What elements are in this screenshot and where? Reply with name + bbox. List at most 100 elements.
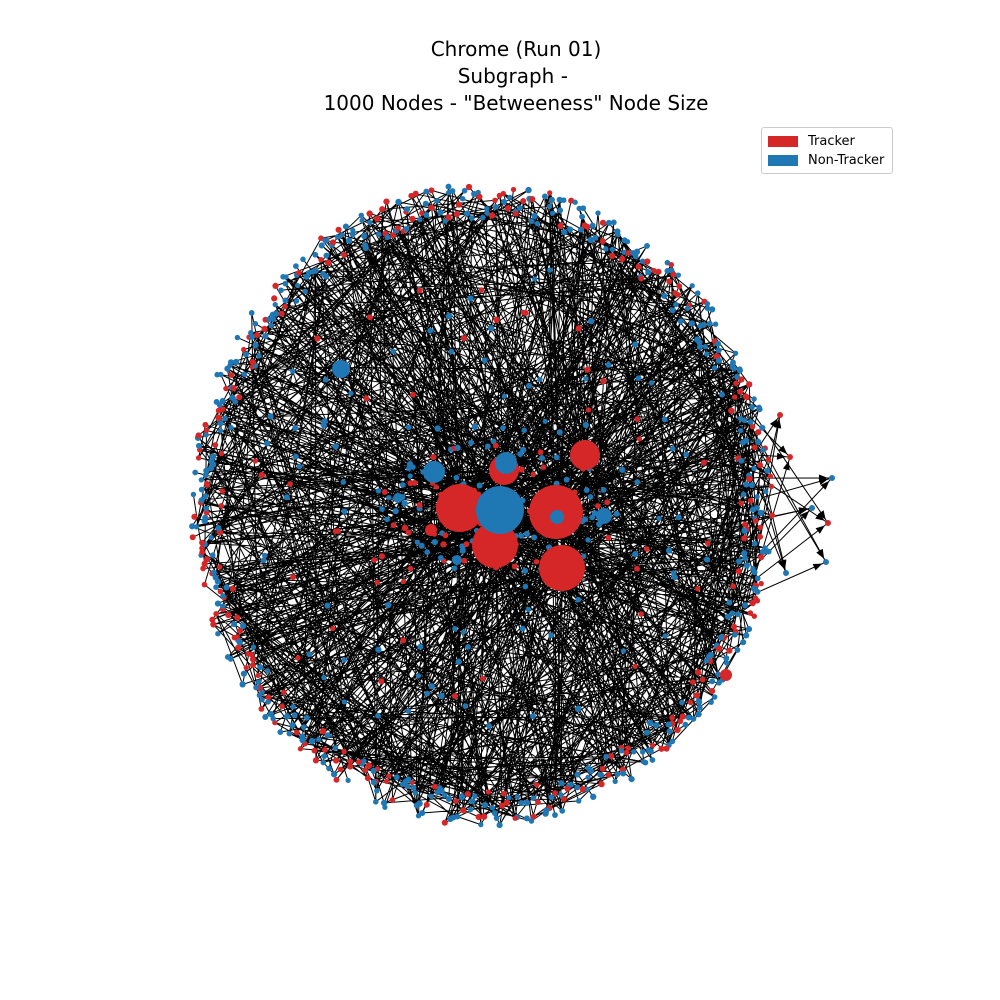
- graph-node: [733, 380, 739, 387]
- graph-node: [191, 513, 198, 520]
- graph-node: [451, 565, 458, 572]
- graph-node: [220, 603, 226, 609]
- graph-node: [424, 549, 431, 555]
- graph-node: [485, 789, 492, 795]
- graph-node: [574, 784, 581, 791]
- graph-node: [332, 745, 339, 751]
- graph-node: [715, 645, 723, 652]
- graph-node: [500, 190, 506, 197]
- graph-node: [245, 651, 251, 657]
- graph-node: [282, 280, 289, 287]
- graph-node: [709, 306, 716, 313]
- graph-node: [747, 610, 754, 616]
- graph-node: [677, 318, 684, 325]
- graph-node: [202, 514, 209, 522]
- graph-node: [216, 564, 223, 570]
- graph-node: [468, 806, 474, 813]
- graph-node: [644, 258, 651, 265]
- graph-node: [463, 210, 471, 217]
- graph-node: [268, 322, 274, 329]
- graph-node: [267, 710, 275, 718]
- graph-node: [724, 660, 730, 666]
- graph-node: [603, 246, 609, 252]
- graph-node: [219, 488, 226, 494]
- graph-node: [400, 637, 407, 644]
- graph-node: [423, 188, 430, 195]
- graph-node: [379, 506, 385, 512]
- graph-node: [373, 799, 379, 805]
- graph-node: [393, 774, 400, 781]
- graph-node: [623, 749, 630, 756]
- graph-node: [595, 503, 601, 509]
- graph-node: [534, 782, 540, 788]
- graph-node: [218, 371, 224, 378]
- graph-node: [605, 534, 612, 541]
- edge-arrowhead: [779, 559, 786, 570]
- graph-node: [203, 505, 210, 512]
- graph-node: [419, 210, 425, 216]
- graph-node: [413, 802, 420, 809]
- graph-node: [690, 716, 697, 722]
- graph-node: [217, 428, 224, 434]
- graph-node: [292, 425, 299, 432]
- graph-node: [300, 256, 306, 263]
- graph-node: [434, 789, 441, 796]
- graph-node: [696, 699, 703, 705]
- graph-node: [302, 288, 308, 295]
- graph-node: [604, 499, 611, 506]
- graph-node: [215, 525, 222, 531]
- graph-node: [541, 193, 548, 200]
- graph-node: [342, 223, 349, 230]
- graph-node: [300, 724, 307, 730]
- graph-node: [600, 378, 607, 385]
- hub-node-tracker: [436, 484, 484, 532]
- graph-node: [213, 398, 220, 405]
- graph-node: [749, 506, 757, 513]
- graph-node: [603, 754, 609, 760]
- graph-node: [689, 283, 695, 289]
- graph-node: [704, 305, 711, 312]
- graph-node: [255, 679, 262, 685]
- graph-node: [743, 481, 750, 488]
- graph-node: [590, 793, 597, 800]
- graph-node: [203, 467, 210, 474]
- graph-node: [339, 232, 345, 238]
- graph-node: [452, 625, 458, 632]
- graph-node: [386, 773, 392, 779]
- graph-node: [535, 799, 541, 806]
- edge-arrowhead: [817, 510, 826, 520]
- graph-node: [706, 653, 712, 660]
- graph-node: [736, 558, 743, 565]
- graph-node: [220, 406, 226, 412]
- graph-node: [599, 219, 607, 226]
- graph-node: [514, 794, 521, 800]
- graph-node: [440, 541, 447, 548]
- title-line-3: 1000 Nodes - "Betweeness" Node Size: [323, 91, 709, 115]
- graph-node: [332, 528, 338, 535]
- graph-node: [374, 579, 380, 585]
- graph-node: [401, 524, 409, 532]
- graph-node: [703, 658, 710, 664]
- graph-node: [412, 190, 419, 197]
- graph-node: [484, 210, 490, 216]
- graph-node: [412, 790, 419, 796]
- graph-node: [259, 697, 265, 703]
- graph-node: [613, 510, 620, 517]
- graph-node: [749, 423, 756, 430]
- graph-node: [312, 757, 319, 764]
- graph-node: [281, 689, 287, 696]
- graph-node: [712, 321, 719, 327]
- graph-node: [318, 242, 325, 249]
- graph-node: [347, 763, 354, 770]
- hub-node-non-tracker: [423, 461, 445, 483]
- graph-node: [229, 394, 236, 401]
- graph-node: [754, 588, 761, 595]
- graph-node: [513, 210, 519, 217]
- graph-node: [203, 480, 210, 487]
- graph-node: [644, 546, 650, 552]
- graph-node: [217, 588, 224, 595]
- edge-arrowhead: [818, 478, 829, 485]
- graph-node: [599, 765, 606, 772]
- graph-node: [252, 321, 259, 327]
- graph-node: [635, 263, 642, 270]
